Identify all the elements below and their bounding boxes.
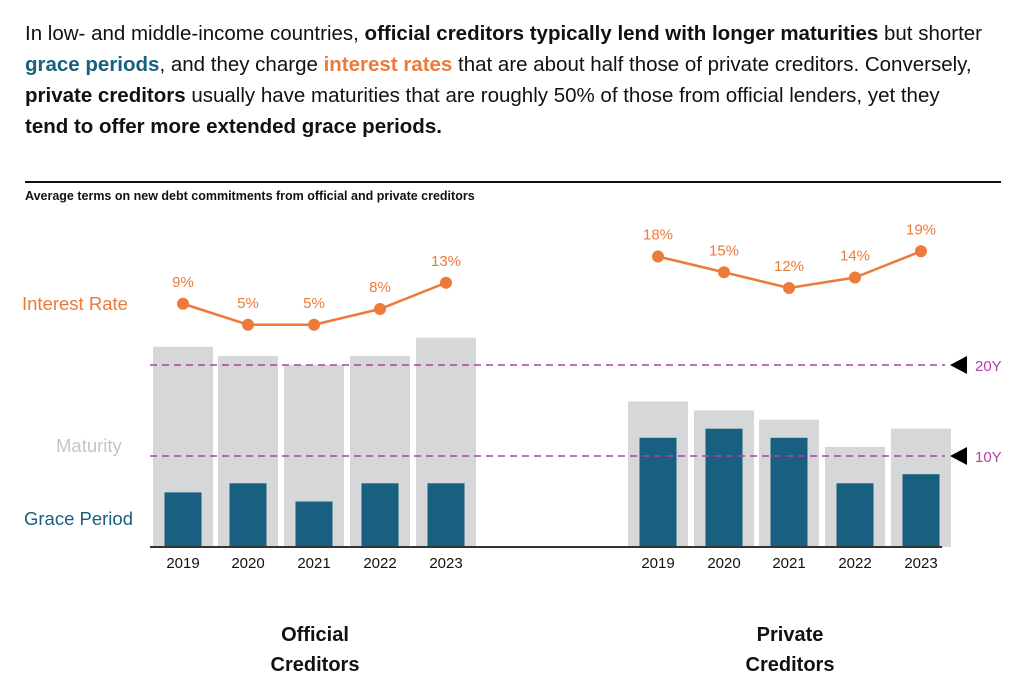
group-label-line: Official	[281, 624, 349, 646]
intro-segment: private creditors	[25, 84, 186, 107]
interest-rate-label: 5%	[303, 295, 325, 312]
grace-bar	[427, 483, 465, 547]
interest-rate-label: 15%	[709, 242, 739, 259]
interest-rate-label: 19%	[906, 221, 936, 238]
interest-rate-point	[652, 250, 664, 263]
x-tick-label: 2023	[904, 555, 937, 572]
grace-bar	[361, 483, 399, 547]
interest-rate-point	[308, 318, 320, 331]
x-tick-label: 2023	[429, 555, 462, 572]
grace-bar	[836, 483, 874, 547]
reference-label: 20Y	[975, 358, 1002, 375]
interest-rate-point	[177, 297, 189, 310]
x-tick-label: 2021	[297, 555, 330, 572]
divider-rule	[25, 181, 1001, 183]
interest-rate-point	[915, 245, 927, 258]
x-tick-label: 2022	[363, 555, 396, 572]
group-label-line: Creditors	[745, 654, 835, 676]
intro-segment: that are about half those of private cre…	[452, 53, 972, 76]
interest-rate-label: 5%	[237, 295, 259, 312]
x-tick-label: 2020	[707, 555, 740, 572]
intro-segment: , and they charge	[159, 53, 324, 76]
interest-rate-label: 8%	[369, 279, 391, 296]
legend-maturity: Maturity	[56, 435, 123, 456]
legend-interest-rate: Interest Rate	[22, 293, 128, 314]
grace-bar	[770, 437, 808, 547]
intro-segment: official creditors typically lend with l…	[364, 22, 879, 45]
intro-segment: but shorter	[878, 22, 983, 45]
triangle-marker-icon	[950, 447, 967, 465]
interest-rate-label: 14%	[840, 248, 870, 265]
legend-grace-period: Grace Period	[24, 508, 133, 529]
intro-segment: In low- and middle-income countries,	[25, 22, 365, 45]
grace-bar	[639, 437, 677, 547]
x-tick-label: 2019	[166, 555, 199, 572]
interest-rate-point	[374, 303, 386, 315]
x-tick-label: 2020	[231, 555, 264, 572]
group-label-line: Creditors	[270, 654, 360, 676]
interest-rate-label: 18%	[643, 227, 673, 244]
grace-bar	[295, 501, 333, 547]
grace-bar	[229, 483, 267, 547]
x-tick-label: 2019	[641, 555, 674, 572]
chart-title: Average terms on new debt commitments fr…	[25, 189, 475, 203]
reference-label: 10Y	[975, 449, 1002, 466]
interest-rate-point	[849, 271, 861, 284]
intro-paragraph: In low- and middle-income countries, off…	[25, 18, 985, 142]
interest-rate-label: 12%	[774, 258, 804, 275]
grace-bar	[902, 474, 940, 547]
intro-segment: grace periods	[25, 53, 160, 76]
triangle-marker-icon	[950, 356, 967, 374]
interest-rate-point	[440, 276, 452, 289]
group-label-line: Private	[756, 624, 824, 646]
grace-bar	[164, 492, 202, 547]
intro-segment: usually have maturities that are roughly…	[185, 84, 940, 107]
x-tick-label: 2021	[772, 555, 805, 572]
group-label-official: Official Creditors	[215, 620, 415, 680]
interest-rate-label: 13%	[431, 253, 461, 270]
group-label-private: Private Creditors	[690, 620, 890, 680]
interest-rate-point	[242, 318, 254, 331]
interest-rate-point	[718, 266, 730, 279]
interest-rate-label: 9%	[172, 274, 194, 291]
intro-segment: tend to offer more extended grace period…	[25, 115, 442, 138]
x-tick-label: 2022	[838, 555, 871, 572]
interest-rate-point	[783, 282, 795, 294]
intro-segment: interest rates	[323, 53, 453, 76]
grace-bar	[705, 428, 743, 547]
